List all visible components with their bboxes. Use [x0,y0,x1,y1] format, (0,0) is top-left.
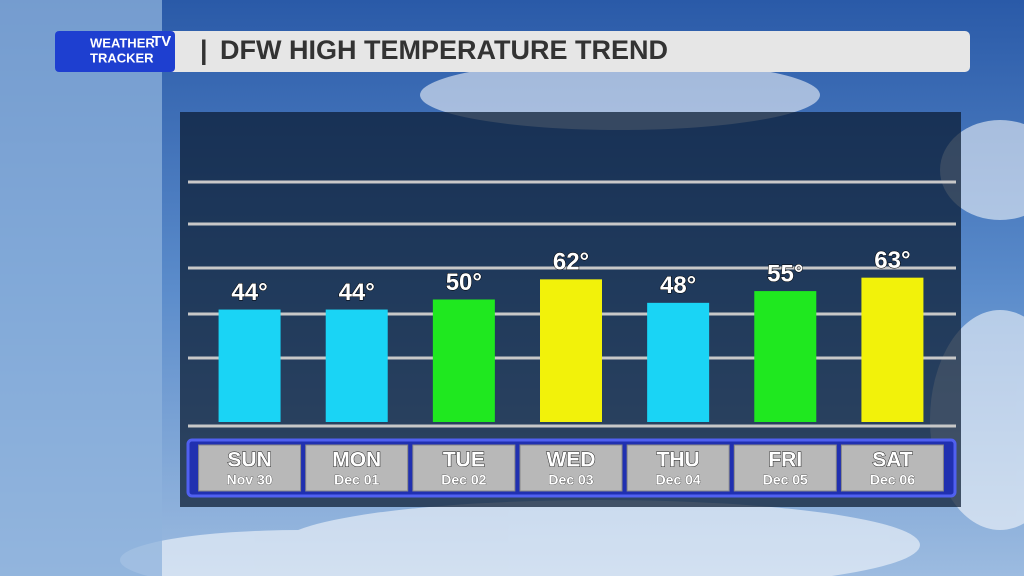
x-tick-label: THU [657,449,700,472]
value-label: 62° [553,249,589,276]
value-label: 48° [660,272,696,299]
x-tick-label: WED [547,449,596,472]
logo-badge: TV [152,33,171,50]
value-label: 63° [874,247,910,274]
date-label: Dec 04 [656,472,701,488]
logo-text: TRACKER [90,50,154,65]
bar [754,291,817,422]
value-label: 44° [339,279,375,306]
x-tick-label: SAT [872,449,913,472]
value-label: 44° [231,279,267,306]
day-cell [840,444,944,492]
date-label: Dec 05 [763,472,808,488]
bar [325,309,388,422]
side-panel [0,0,162,576]
x-tick-label: MON [332,449,381,472]
logo-text: WEATHER [90,35,155,50]
title-divider: | [200,35,208,65]
day-cell [198,444,302,492]
chart-title: DFW HIGH TEMPERATURE TREND [220,35,668,65]
date-label: Dec 03 [548,472,593,488]
day-cell [519,444,623,492]
bar [861,277,924,422]
x-tick-label: SUN [227,449,271,472]
day-cell [412,444,516,492]
title-bar [55,31,970,72]
day-cell [305,444,409,492]
x-tick-label: FRI [768,449,802,472]
x-tick-label: TUE [443,449,485,472]
logo-box [55,31,175,72]
day-cell [626,444,730,492]
date-label: Nov 30 [227,472,273,488]
date-label: Dec 06 [870,472,915,488]
bar [647,302,710,422]
day-cell [733,444,837,492]
value-label: 50° [446,269,482,296]
date-label: Dec 02 [441,472,486,488]
value-label: 55° [767,260,803,287]
date-label: Dec 01 [334,472,379,488]
bar [218,309,281,422]
bar [540,279,602,422]
bar [432,299,495,422]
